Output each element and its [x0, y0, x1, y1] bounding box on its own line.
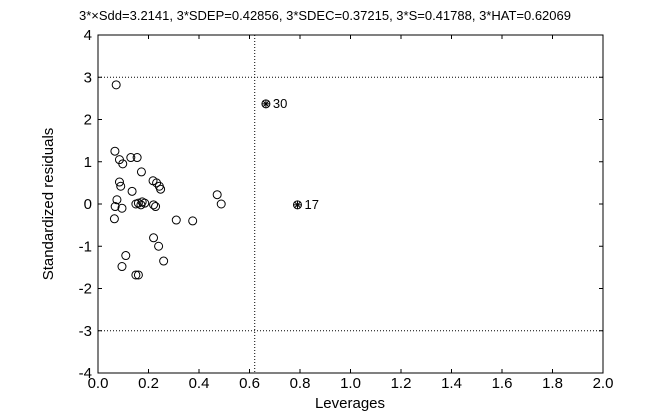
x-tick-label: 1.6 [492, 375, 513, 392]
data-point [156, 184, 166, 194]
data-point [132, 153, 142, 163]
data-point [188, 216, 198, 226]
data-point [111, 80, 121, 90]
reference-lines [98, 35, 603, 373]
highlight-point-cross [262, 100, 270, 108]
plot-frame [97, 34, 604, 374]
x-tick-label: 1.0 [340, 375, 361, 392]
x-tick-label: 0.8 [290, 375, 311, 392]
data-point [131, 270, 141, 280]
chart-title: 3*×Sdd=3.2141, 3*SDEP=0.42856, 3*SDEC=0.… [79, 8, 571, 23]
y-tick-label: -2 [79, 281, 92, 298]
data-point [216, 199, 226, 209]
data-point [117, 262, 127, 272]
y-axis-title: Standardized residuals [40, 128, 57, 281]
highlighted-data-point [292, 200, 302, 210]
y-tick-label: 3 [84, 69, 92, 86]
data-point [116, 181, 126, 191]
data-point [154, 241, 164, 251]
data-point [149, 233, 159, 243]
y-tick-label: 1 [84, 154, 92, 171]
point-annotation-label: 30 [273, 96, 287, 111]
x-tick-label: 1.4 [441, 375, 462, 392]
data-point [121, 251, 131, 261]
data-point [140, 198, 150, 208]
y-axis-ticks: -4 -3 -2 -1 0 1 2 3 4 [79, 27, 603, 382]
y-tick-label: 2 [84, 112, 92, 129]
data-point [112, 195, 122, 205]
x-tick-label: 0.6 [239, 375, 260, 392]
data-point [131, 199, 141, 209]
point-annotations: 30 17 [273, 96, 319, 212]
x-tick-label: 2.0 [593, 375, 614, 392]
x-tick-label: 0.4 [189, 375, 210, 392]
data-point [133, 270, 143, 280]
data-point [117, 203, 127, 213]
y-tick-label: -4 [79, 365, 92, 382]
y-tick-label: 4 [84, 27, 92, 44]
x-axis-ticks: 0.0 0.2 0.4 0.6 0.8 1.0 1.2 1.4 1.6 1.8 2.0 [88, 35, 614, 392]
data-points [109, 80, 302, 280]
x-tick-label: 0.0 [88, 375, 109, 392]
data-point [136, 167, 146, 177]
x-tick-label: 1.2 [391, 375, 412, 392]
data-point [110, 202, 120, 212]
data-point [127, 186, 137, 196]
data-point [151, 202, 161, 212]
data-point [171, 215, 181, 225]
y-tick-label: -3 [79, 323, 92, 340]
x-axis-title: Leverages [315, 395, 385, 412]
point-annotation-label: 17 [304, 197, 318, 212]
data-point [114, 177, 124, 187]
highlight-point-cross [294, 201, 301, 209]
data-point [126, 153, 136, 163]
data-point [159, 256, 169, 266]
y-tick-label: 0 [84, 196, 92, 213]
y-tick-label: -1 [79, 238, 92, 255]
highlighted-data-point [261, 99, 271, 109]
data-point [118, 159, 128, 169]
data-point [109, 214, 119, 224]
x-tick-label: 1.8 [542, 375, 563, 392]
data-point [110, 146, 120, 156]
x-tick-label: 0.2 [138, 375, 159, 392]
data-point [212, 190, 222, 200]
data-point [149, 200, 159, 210]
